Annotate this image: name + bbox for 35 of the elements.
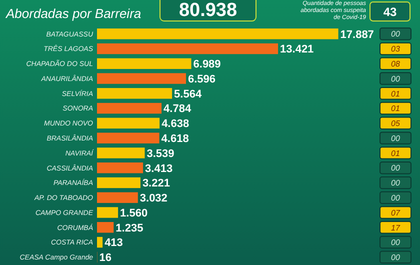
data-label: 1.560	[120, 207, 148, 220]
data-label: 3.413	[145, 162, 173, 175]
data-label: 3.539	[146, 148, 174, 160]
text: 00	[391, 164, 400, 173]
data-label: 4.638	[162, 118, 190, 130]
text: 00	[391, 193, 400, 202]
text: 17	[391, 223, 400, 232]
data-label: 1.235	[116, 222, 144, 234]
data-label: 5.564	[174, 88, 202, 100]
text: 01	[391, 148, 400, 158]
text: 80.938	[178, 0, 238, 21]
text: 01	[391, 89, 400, 98]
data-label: 4.618	[161, 133, 189, 146]
text: 03	[391, 44, 400, 54]
text: 00	[391, 178, 400, 188]
text: 00	[391, 134, 400, 143]
text: 00	[391, 30, 400, 39]
data-label: 4.784	[164, 103, 192, 116]
data-label: 16	[99, 252, 112, 264]
data-label: 6.596	[188, 73, 216, 86]
text: 43	[383, 4, 397, 19]
text: 00	[391, 238, 400, 248]
data-label: 3.221	[142, 178, 170, 190]
data-label: 17.887	[340, 28, 374, 41]
text: 00	[391, 253, 400, 262]
data-label: 6.989	[193, 58, 221, 71]
chart-title: Abordadas por Barreira	[5, 6, 142, 21]
data-label: 3.032	[140, 192, 168, 205]
data-label: 13.421	[280, 44, 314, 56]
text: 00	[391, 74, 400, 84]
data-label: 413	[104, 237, 123, 250]
text: 05	[391, 119, 400, 128]
text: 08	[391, 60, 400, 68]
text: 01	[391, 104, 400, 114]
text: 07	[391, 208, 400, 218]
